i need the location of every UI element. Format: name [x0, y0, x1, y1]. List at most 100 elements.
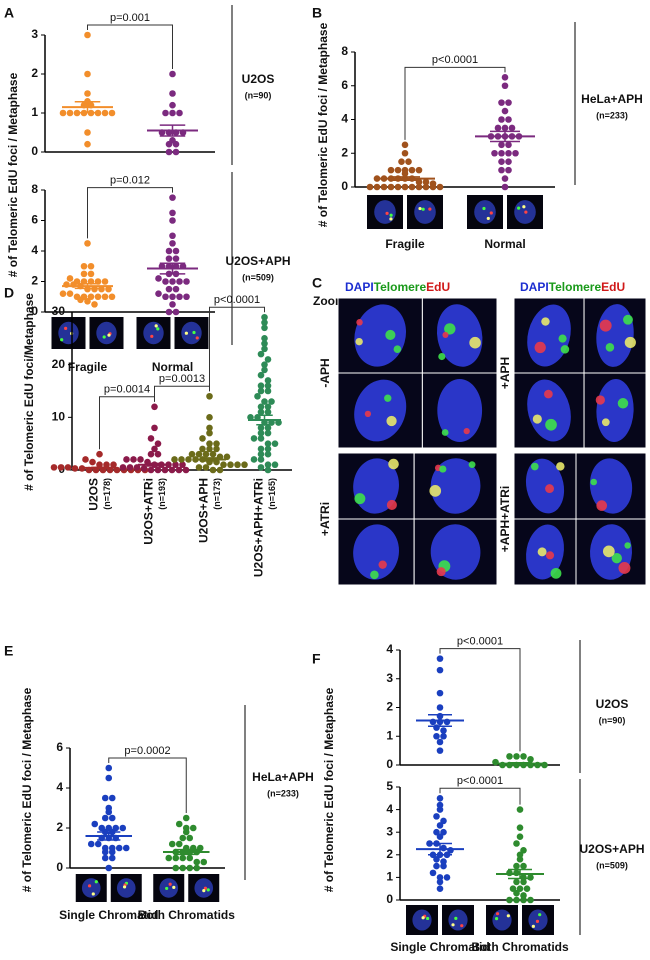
- stain-label: Telomere: [549, 280, 602, 294]
- side-n: (n=509): [242, 272, 274, 282]
- foci: [202, 889, 206, 893]
- dot: [193, 858, 201, 866]
- dot: [84, 285, 91, 293]
- dot: [257, 382, 265, 390]
- dot: [103, 461, 110, 469]
- dot: [513, 862, 520, 870]
- dot: [195, 464, 203, 471]
- chromosome: [374, 200, 396, 224]
- dot: [401, 170, 409, 177]
- dot: [172, 255, 180, 262]
- foci: [486, 216, 490, 221]
- dot: [498, 158, 505, 165]
- foci: [421, 916, 425, 920]
- category-label: Fragile: [385, 237, 425, 251]
- p-value: p<0.0001: [432, 54, 478, 66]
- dot: [516, 885, 524, 892]
- dot: [169, 90, 176, 97]
- dot: [394, 166, 402, 174]
- dot: [429, 183, 437, 191]
- dot: [520, 846, 527, 854]
- dot: [202, 450, 210, 458]
- dot: [98, 285, 105, 293]
- stain-label: DAPI: [520, 280, 549, 294]
- dot: [123, 456, 130, 463]
- dot: [498, 99, 505, 106]
- y-tick-label: 30: [52, 304, 66, 318]
- dot: [394, 183, 402, 191]
- dot: [80, 262, 88, 270]
- chromosome: [414, 200, 436, 224]
- dot: [501, 74, 509, 81]
- chromosome: [492, 909, 512, 931]
- dot: [84, 31, 91, 39]
- dot: [505, 166, 512, 174]
- y-tick-label: 0: [31, 144, 38, 158]
- dot: [227, 461, 234, 469]
- dot: [505, 141, 512, 149]
- bracket: [439, 787, 521, 805]
- dot: [401, 183, 409, 191]
- dot: [108, 814, 116, 822]
- dot: [87, 840, 95, 848]
- dot: [436, 822, 444, 829]
- foci: [534, 341, 546, 354]
- category-label: Both Chromatids: [138, 908, 236, 922]
- foci: [418, 206, 422, 211]
- condition-label: +APH+ATRi: [498, 486, 512, 552]
- dot: [179, 864, 187, 872]
- dot: [506, 753, 513, 760]
- category-label: U2OS+APH+ATRi: [252, 478, 266, 577]
- dot: [165, 308, 173, 316]
- dot: [436, 704, 444, 711]
- dot: [429, 869, 437, 877]
- foci: [541, 317, 550, 326]
- dot: [169, 70, 176, 78]
- foci: [192, 330, 196, 335]
- dot: [169, 278, 176, 285]
- y-tick-label: 3: [31, 27, 38, 41]
- dot: [436, 885, 444, 892]
- side-label: HeLa+APH: [252, 770, 314, 784]
- dot: [185, 456, 192, 463]
- foci: [364, 410, 372, 418]
- dot: [165, 854, 173, 862]
- dot: [257, 445, 265, 453]
- dot: [206, 445, 213, 453]
- dot: [264, 429, 272, 437]
- dot: [440, 858, 447, 865]
- category-n: (n=173): [212, 478, 222, 510]
- dot: [87, 293, 95, 301]
- dot: [523, 885, 531, 892]
- dot: [498, 166, 505, 174]
- dot: [64, 464, 72, 471]
- chromosome: [353, 524, 399, 580]
- chromosome: [412, 909, 432, 931]
- chromosome: [58, 321, 79, 345]
- panel-label: F: [312, 651, 321, 667]
- dot: [172, 285, 180, 293]
- y-tick-label: 3: [386, 671, 393, 685]
- dot: [101, 794, 109, 802]
- dot: [162, 293, 169, 301]
- foci: [522, 205, 526, 209]
- dot: [206, 424, 213, 432]
- dot: [96, 450, 103, 458]
- dot: [257, 408, 265, 416]
- dot: [169, 194, 176, 201]
- dot: [213, 440, 220, 447]
- dot: [494, 124, 502, 132]
- foci: [438, 352, 446, 361]
- foci: [184, 331, 188, 335]
- stain-label: Telomere: [374, 280, 427, 294]
- dot: [122, 844, 130, 852]
- dot: [513, 869, 520, 877]
- bracket: [87, 24, 173, 69]
- dot: [264, 387, 272, 395]
- chromosome: [525, 458, 565, 514]
- dot: [436, 806, 444, 813]
- dot: [443, 874, 451, 881]
- dot: [213, 445, 220, 453]
- dot: [66, 290, 74, 298]
- foci: [617, 398, 629, 409]
